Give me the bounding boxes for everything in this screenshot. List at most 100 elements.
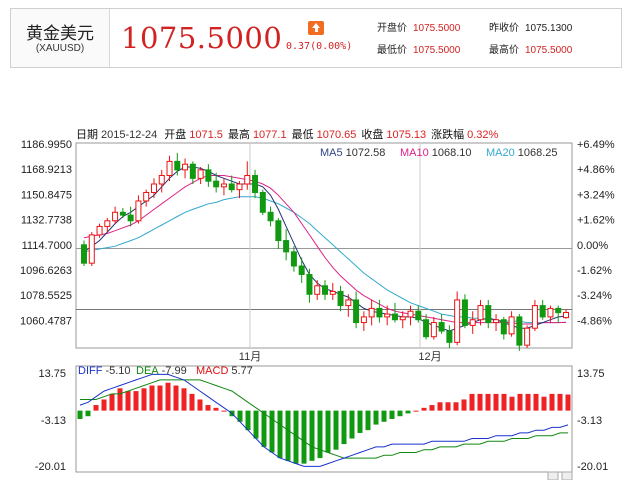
macd-bar: [213, 407, 219, 411]
info-high-label: 最高: [228, 127, 250, 141]
candle-body: [322, 285, 328, 295]
candle-body: [384, 313, 391, 318]
macd-bar: [525, 393, 531, 411]
candle-body: [345, 299, 352, 307]
pct-tick-label: 0.00%: [577, 240, 608, 252]
macd-bar: [541, 396, 547, 411]
candle-body: [275, 220, 282, 242]
macd-bar: [85, 410, 91, 417]
candle-body: [353, 299, 360, 324]
candle-body: [461, 299, 468, 326]
candle-body: [189, 163, 196, 179]
candle-body: [205, 169, 212, 182]
up-arrow-icon: [308, 21, 324, 35]
macd_dea-line: [80, 379, 568, 459]
ma10-line: [83, 175, 567, 325]
candle-body: [197, 169, 204, 179]
info-low: 1070.65: [317, 129, 357, 141]
macd-bar: [285, 410, 291, 461]
macd-bar: [157, 385, 163, 411]
scroll-left-button[interactable]: [547, 471, 559, 480]
candle-body: [290, 251, 297, 267]
candle-body: [96, 225, 103, 236]
candle-body: [135, 200, 142, 222]
macd-bar: [181, 388, 187, 411]
candle-body: [143, 191, 150, 202]
candle-body: [88, 234, 95, 264]
macd-bar: [205, 405, 211, 411]
candle-body: [360, 316, 367, 324]
pct-axis-right: +6.49% +4.86% +3.24% +1.62% 0.00% -1.62% -3.24…: [577, 139, 615, 327]
candle-body: [158, 175, 165, 185]
macd-bar: [141, 388, 147, 411]
macd-bar: [405, 410, 411, 414]
candle-body: [500, 319, 507, 335]
candle-body: [446, 330, 453, 343]
candle-body: [438, 322, 445, 332]
price-tick-label: 1132.7738: [21, 215, 72, 227]
price-change: 0.37(0.00%): [286, 41, 353, 52]
candle-body: [469, 319, 476, 326]
price-tick-label: 1168.9213: [21, 164, 72, 176]
macd-bar: [165, 382, 171, 411]
macd-bar: [557, 393, 563, 411]
prev-close-stat: 昨收价 1075.1300: [489, 23, 573, 34]
macd-bar: [413, 410, 419, 412]
macd_diff-line: [79, 373, 569, 467]
candle-body: [112, 211, 119, 222]
macd-bar: [349, 410, 355, 439]
candle-body: [454, 299, 461, 343]
candle-body: [220, 183, 227, 188]
macd-bar: [189, 393, 195, 411]
candle-body: [119, 211, 126, 216]
macd-legend: DIFF -5.10 DEA -7.99 MACD 5.77: [78, 365, 253, 377]
price-tick-label: 1186.9950: [21, 139, 72, 151]
macd-tick-left: -20.01: [35, 461, 66, 473]
high-price-stat: 最高价 1075.5000: [489, 45, 573, 56]
main-panel-frame: [75, 142, 573, 349]
macd-bar: [517, 393, 523, 411]
price-tick-label: 1060.4787: [20, 315, 72, 327]
candle-body: [376, 307, 383, 318]
candle-body: [508, 316, 515, 335]
macd-bar: [509, 396, 515, 411]
info-date-label: 日期: [76, 128, 98, 141]
macd-bar: [149, 385, 155, 411]
macd-panel-frame: [75, 365, 573, 473]
candle-body: [524, 327, 531, 346]
candle-body: [329, 290, 336, 295]
pct-tick-label: +3.24%: [577, 189, 615, 201]
macd-tick-right: -20.01: [577, 461, 608, 473]
info-close-label: 收盘: [361, 127, 383, 141]
macd-bar: [485, 393, 491, 411]
macd-bar: [253, 410, 259, 439]
pct-tick-label: +4.86%: [577, 164, 615, 176]
candle-body: [228, 183, 235, 191]
macd-bar: [101, 399, 107, 411]
candle-body: [399, 316, 406, 321]
macd-bar: [125, 391, 131, 411]
pct-tick-label: +6.49%: [577, 139, 615, 151]
price-tick-label: 1078.5525: [20, 290, 72, 302]
candle-body: [391, 313, 398, 321]
candle-body: [213, 180, 220, 188]
macd-bar: [261, 410, 267, 447]
candle-body: [563, 311, 569, 319]
macd-bar: [493, 393, 499, 411]
macd-bar: [373, 410, 379, 425]
macd-bar: [357, 410, 363, 433]
candle-body: [127, 214, 134, 222]
candle-body: [547, 307, 554, 318]
candle-body: [166, 160, 173, 177]
pct-tick-label: -3.24%: [577, 290, 612, 302]
info-pct-label: 涨跌幅: [431, 127, 464, 141]
scroll-right-button[interactable]: [561, 471, 573, 480]
candle-body: [259, 191, 266, 213]
candle-body: [81, 244, 87, 264]
macd-bar: [389, 410, 395, 419]
ma20-line: [83, 196, 567, 324]
macd-bar: [469, 393, 475, 411]
info-pct: 0.32%: [467, 129, 498, 141]
